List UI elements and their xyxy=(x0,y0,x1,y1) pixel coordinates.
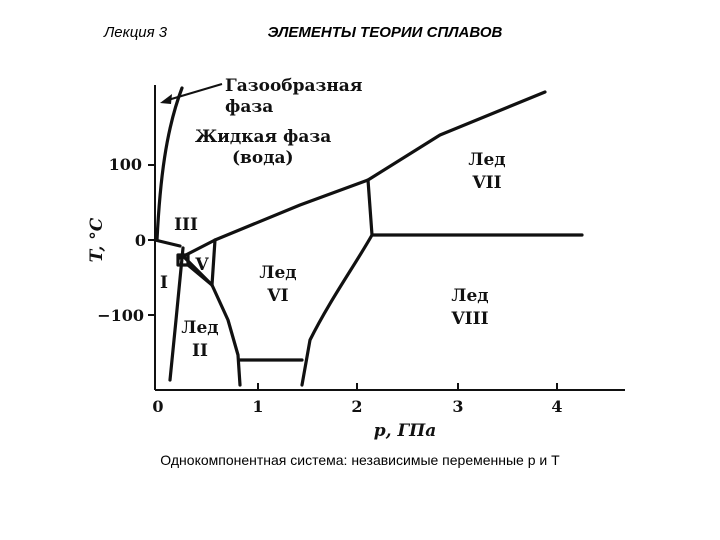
v-vi-boundary xyxy=(210,238,217,287)
region-label: Жидкая фаза xyxy=(195,127,331,147)
region-label: VII xyxy=(471,173,501,193)
y-tick-label: −100 xyxy=(97,306,144,325)
y-tick-label: 0 xyxy=(135,231,146,250)
liquid-boundary xyxy=(178,90,547,260)
region-label: Лед xyxy=(468,150,505,170)
x-tick-label: 2 xyxy=(351,397,362,416)
region-label: II xyxy=(192,341,208,361)
y-tick-label: 100 xyxy=(109,155,142,174)
sublimation-curve xyxy=(155,86,184,242)
region-label: Лед xyxy=(451,286,488,306)
region-label: Газообразная xyxy=(225,76,362,96)
x-tick-label: 4 xyxy=(551,397,562,416)
melting-curve xyxy=(153,238,182,248)
pointer-arrowhead xyxy=(160,94,172,104)
region-label: V xyxy=(194,255,209,275)
caption: Однокомпонентная система: независимые пе… xyxy=(160,452,560,468)
region-label: фаза xyxy=(225,97,273,117)
lecture-number: Лекция 3 xyxy=(103,24,168,41)
phase-diagram: 100 0 −100 0 1 2 3 4 p, ГПа T, °C Газооб… xyxy=(87,76,625,441)
region-label: VI xyxy=(266,286,288,306)
region-label: III xyxy=(174,215,198,235)
x-tick-label: 3 xyxy=(452,397,463,416)
x-tick-label: 1 xyxy=(252,397,263,416)
ii-v-boundary xyxy=(186,263,214,287)
region-label: VIII xyxy=(450,309,488,329)
ice-i-boundary xyxy=(168,246,185,382)
x-tick-label: 0 xyxy=(152,397,163,416)
region-label: Лед xyxy=(181,318,218,338)
x-axis-label: p, ГПа xyxy=(374,421,437,441)
slide-title: ЭЛЕМЕНТЫ ТЕОРИИ СПЛАВОВ xyxy=(268,24,503,41)
region-label: I xyxy=(160,273,168,293)
region-label: (вода) xyxy=(232,148,294,168)
region-label: Лед xyxy=(259,263,296,283)
pointer-line xyxy=(167,83,223,101)
vi-viii-boundary xyxy=(300,233,374,387)
y-axis-label: T, °C xyxy=(87,217,107,262)
